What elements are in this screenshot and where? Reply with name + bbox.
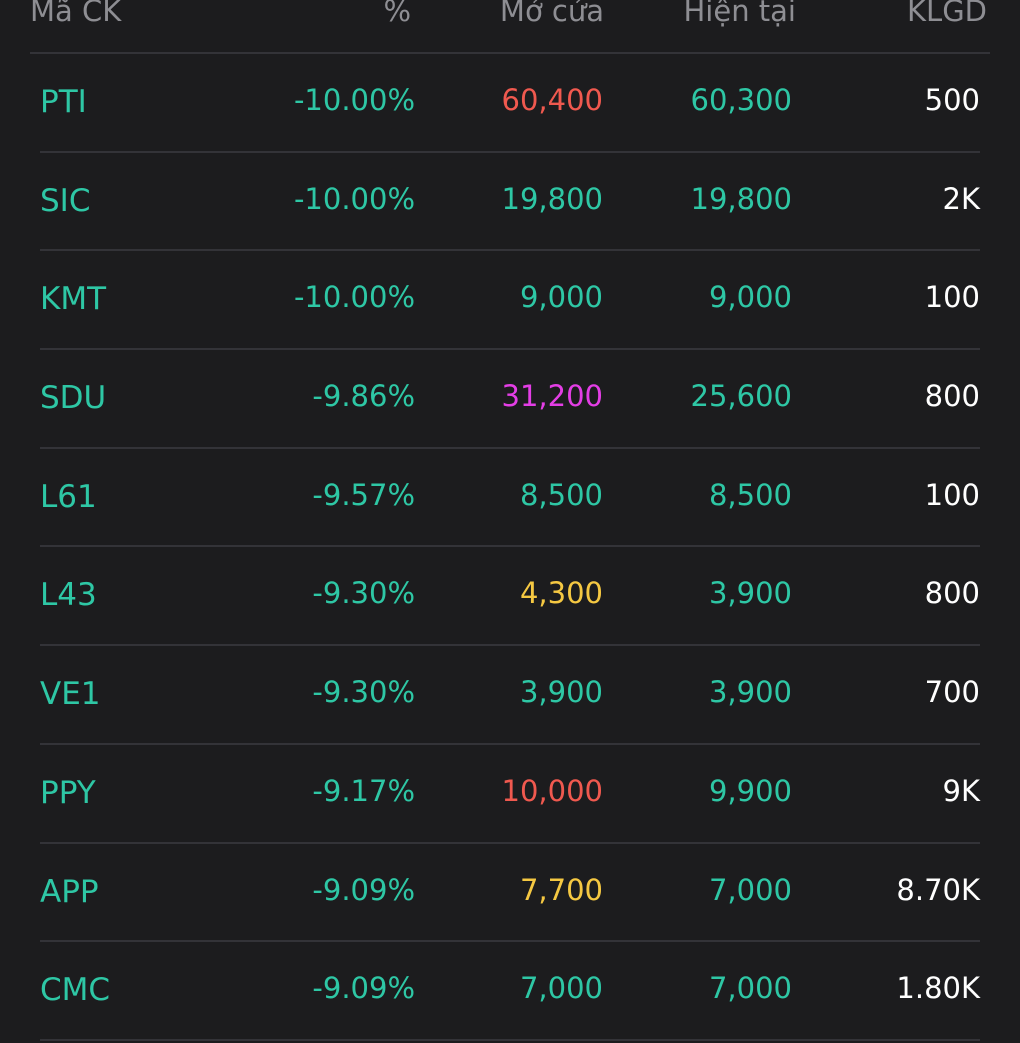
percent-change: -10.00% (293, 280, 415, 315)
header-open-price[interactable]: Mở cửa (499, 0, 604, 28)
current-price: 19,800 (690, 181, 792, 216)
percent-change: -9.30% (312, 675, 415, 710)
percent-change: -10.00% (293, 83, 415, 117)
current-price: 9,900 (708, 773, 792, 808)
percent-change: -9.09% (312, 971, 415, 1006)
open-price: 60,400 (501, 83, 603, 117)
open-price: 8,500 (519, 477, 603, 512)
volume: 800 (924, 379, 980, 414)
table-row[interactable]: L43 -9.30% 4,300 3,900 800 (40, 547, 980, 647)
open-price: 19,800 (501, 181, 603, 216)
stock-code: APP (40, 873, 99, 910)
stock-code: CMC (40, 972, 111, 1009)
open-price: 3,900 (519, 675, 603, 710)
header-volume[interactable]: KLGD (907, 0, 987, 28)
volume: 800 (924, 576, 980, 611)
percent-change: -9.86% (312, 379, 415, 414)
open-price: 4,300 (519, 576, 603, 611)
header-stock-code[interactable]: Mã CK (30, 0, 122, 28)
stock-code: PPY (40, 774, 96, 811)
volume: 2K (942, 181, 980, 216)
percent-change: -9.09% (312, 872, 415, 907)
header-current-price[interactable]: Hiện tại (683, 0, 796, 28)
stock-code: VE1 (40, 676, 101, 713)
volume: 100 (924, 477, 980, 512)
open-price: 31,200 (501, 379, 603, 414)
stock-code: L61 (40, 478, 97, 515)
table-row[interactable]: PTI -10.00% 60,400 60,300 500 (40, 54, 980, 153)
stock-code: SDU (40, 380, 107, 417)
header-divider (30, 52, 990, 54)
stock-code: SIC (40, 182, 91, 219)
volume: 8.70K (896, 872, 980, 907)
table-row[interactable]: KMT -10.00% 9,000 9,000 100 (40, 251, 980, 351)
open-price: 10,000 (501, 773, 603, 808)
stock-code: KMT (40, 281, 107, 318)
table-row[interactable]: SDU -9.86% 31,200 25,600 800 (40, 350, 980, 449)
table-row[interactable]: PPY -9.17% 10,000 9,900 9K (40, 745, 980, 844)
stock-code: L43 (40, 577, 97, 614)
table-row[interactable]: VE1 -9.30% 3,900 3,900 700 (40, 646, 980, 745)
current-price: 8,500 (708, 477, 792, 512)
table-row[interactable]: CMC -9.09% 7,000 7,000 1.80K (40, 942, 980, 1041)
percent-change: -10.00% (293, 181, 415, 216)
table-row[interactable]: L61 -9.57% 8,500 8,500 100 (40, 449, 980, 548)
current-price: 3,900 (708, 675, 792, 710)
volume: 700 (924, 675, 980, 710)
header-percent-change[interactable]: % (383, 0, 411, 28)
volume: 1.80K (896, 971, 980, 1006)
current-price: 60,300 (690, 83, 792, 117)
table-row[interactable]: APP -9.09% 7,700 7,000 8.70K (40, 844, 980, 943)
stock-code: PTI (40, 84, 87, 120)
open-price: 7,000 (519, 971, 603, 1006)
current-price: 25,600 (690, 379, 792, 414)
stock-table-body: PTI -10.00% 60,400 60,300 500 SIC -10.00% 19,80… (0, 54, 1020, 1041)
percent-change: -9.17% (312, 773, 415, 808)
current-price: 7,000 (708, 872, 792, 907)
volume: 500 (924, 83, 980, 117)
table-row[interactable]: SIC -10.00% 19,800 19,800 2K (40, 153, 980, 252)
open-price: 7,700 (519, 872, 603, 907)
volume: 9K (942, 773, 980, 808)
percent-change: -9.57% (312, 477, 415, 512)
percent-change: -9.30% (312, 576, 415, 611)
current-price: 7,000 (708, 971, 792, 1006)
current-price: 3,900 (708, 576, 792, 611)
current-price: 9,000 (708, 280, 792, 315)
table-header: Mã CK % Mở cửa Hiện tại KLGD (0, 0, 1020, 40)
volume: 100 (924, 280, 980, 315)
open-price: 9,000 (519, 280, 603, 315)
